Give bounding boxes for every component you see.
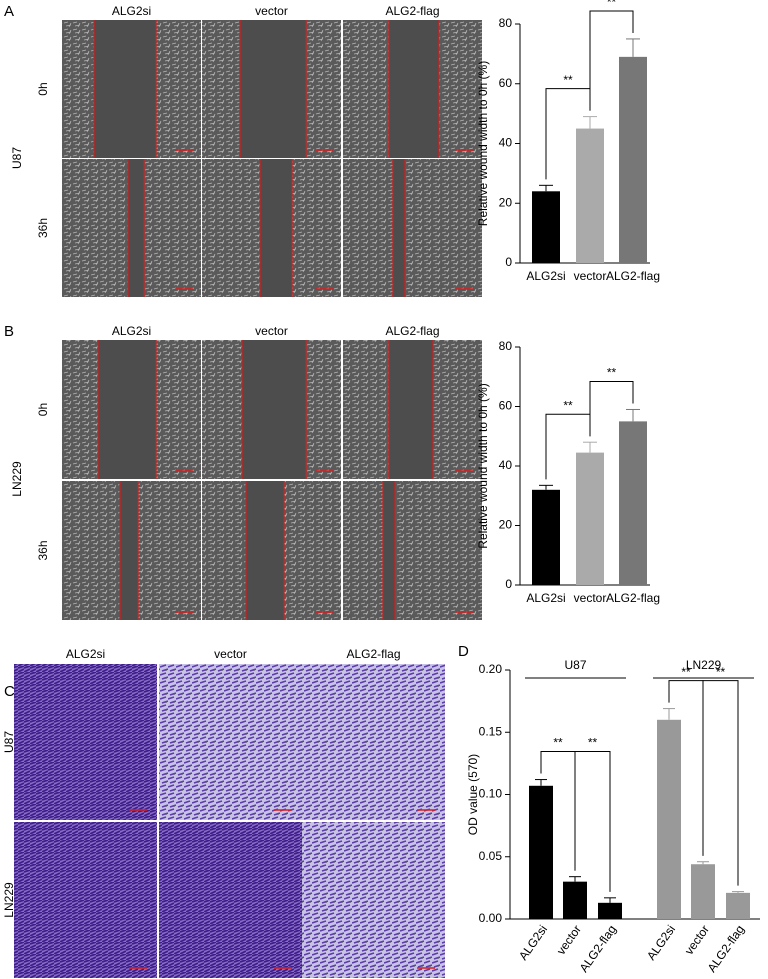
wound-gap bbox=[260, 159, 292, 297]
column-label: ALG2-flag bbox=[385, 324, 439, 338]
bar bbox=[529, 785, 553, 919]
transwell-image bbox=[302, 664, 445, 820]
transwell-image bbox=[14, 822, 157, 978]
y-tick-label: 0.10 bbox=[479, 787, 503, 801]
y-tick-label: 20 bbox=[499, 195, 513, 209]
wound-gap bbox=[389, 20, 439, 158]
column-label: ALG2si bbox=[66, 647, 105, 661]
bar bbox=[532, 191, 560, 263]
bar bbox=[532, 489, 560, 585]
row-label: 36h bbox=[36, 540, 50, 560]
y-axis-label: Relative wound width to 0h (%) bbox=[476, 61, 490, 226]
panel-letter: B bbox=[4, 323, 14, 340]
row-label: U87 bbox=[2, 731, 16, 753]
y-tick-label: 60 bbox=[499, 399, 513, 413]
bar bbox=[576, 128, 604, 263]
y-tick-label: 0 bbox=[505, 577, 512, 591]
wound-gap bbox=[94, 20, 156, 158]
bar bbox=[576, 452, 604, 585]
transwell-image bbox=[159, 664, 302, 820]
x-tick-label: ALG2si bbox=[526, 591, 565, 605]
x-tick-label: ALG2-flag bbox=[606, 269, 660, 283]
x-tick-label: vector bbox=[574, 591, 607, 605]
wound-gap bbox=[246, 481, 284, 620]
wound-gap bbox=[393, 159, 405, 297]
y-tick-label: 60 bbox=[499, 76, 513, 90]
significance-bracket bbox=[589, 10, 634, 111]
transwell-image bbox=[14, 664, 157, 820]
column-label: vector bbox=[255, 4, 288, 18]
x-tick-label: vector bbox=[682, 923, 712, 958]
row-label: 0h bbox=[36, 403, 50, 416]
cell-line-label: LN229 bbox=[10, 461, 24, 497]
micrograph bbox=[343, 481, 482, 620]
y-tick-label: 0.05 bbox=[479, 849, 503, 863]
x-tick-label: ALG2-flag bbox=[606, 591, 660, 605]
wound-gap bbox=[242, 340, 306, 479]
wound-gap bbox=[98, 340, 156, 479]
column-label: ALG2si bbox=[112, 324, 151, 338]
column-label: vector bbox=[214, 647, 247, 661]
wound-gap bbox=[389, 340, 433, 479]
row-label: 36h bbox=[36, 218, 50, 238]
significance-label: ** bbox=[588, 736, 598, 750]
significance-label: ** bbox=[607, 0, 617, 9]
panel-letter: D bbox=[458, 643, 469, 660]
column-label: vector bbox=[255, 324, 288, 338]
y-axis-label: Relative wound width to 0h (%) bbox=[476, 383, 490, 548]
column-label: ALG2si bbox=[112, 4, 151, 18]
group-label: U87 bbox=[564, 658, 586, 672]
bar bbox=[726, 892, 750, 919]
y-tick-label: 0.20 bbox=[479, 662, 503, 676]
significance-label: ** bbox=[563, 398, 573, 412]
y-tick-label: 40 bbox=[499, 458, 513, 472]
x-tick-label: vector bbox=[554, 923, 584, 958]
y-tick-label: 0.15 bbox=[479, 724, 503, 738]
bar bbox=[619, 56, 647, 263]
y-axis-label: OD value (570) bbox=[466, 754, 480, 835]
significance-bracket bbox=[702, 680, 739, 886]
row-label: 0h bbox=[36, 82, 50, 95]
y-tick-label: 0 bbox=[505, 255, 512, 269]
wound-gap bbox=[240, 20, 306, 158]
row-label: LN229 bbox=[2, 882, 16, 918]
significance-label: ** bbox=[563, 73, 573, 87]
column-label: ALG2-flag bbox=[346, 647, 400, 661]
group-label: LN229 bbox=[686, 658, 722, 672]
significance-label: ** bbox=[553, 736, 563, 750]
y-tick-label: 80 bbox=[499, 16, 513, 30]
y-tick-label: 20 bbox=[499, 518, 513, 532]
bar bbox=[691, 864, 715, 919]
bar bbox=[657, 719, 681, 919]
y-tick-label: 0.00 bbox=[479, 911, 503, 925]
bar bbox=[598, 902, 622, 919]
bar bbox=[563, 881, 587, 919]
significance-bracket bbox=[574, 751, 611, 892]
wound-gap bbox=[383, 481, 395, 620]
column-label: ALG2-flag bbox=[385, 4, 439, 18]
wound-gap bbox=[128, 159, 144, 297]
panel-letter: A bbox=[4, 3, 14, 20]
significance-bracket bbox=[589, 380, 634, 437]
x-tick-label: ALG2si bbox=[526, 269, 565, 283]
micrograph bbox=[343, 159, 482, 297]
bar bbox=[619, 421, 647, 585]
transwell-image bbox=[302, 822, 445, 978]
y-tick-label: 80 bbox=[499, 339, 513, 353]
wound-gap bbox=[120, 481, 138, 620]
x-tick-label: vector bbox=[574, 269, 607, 283]
cell-line-label: U87 bbox=[10, 147, 24, 169]
significance-label: ** bbox=[716, 665, 726, 679]
significance-label: ** bbox=[607, 366, 617, 380]
transwell-image bbox=[159, 822, 302, 978]
significance-label: ** bbox=[681, 665, 691, 679]
x-tick-label: ALG2si bbox=[644, 923, 678, 963]
x-tick-label: ALG2si bbox=[516, 923, 550, 963]
y-tick-label: 40 bbox=[499, 136, 513, 150]
panel-letter: C bbox=[4, 683, 15, 700]
